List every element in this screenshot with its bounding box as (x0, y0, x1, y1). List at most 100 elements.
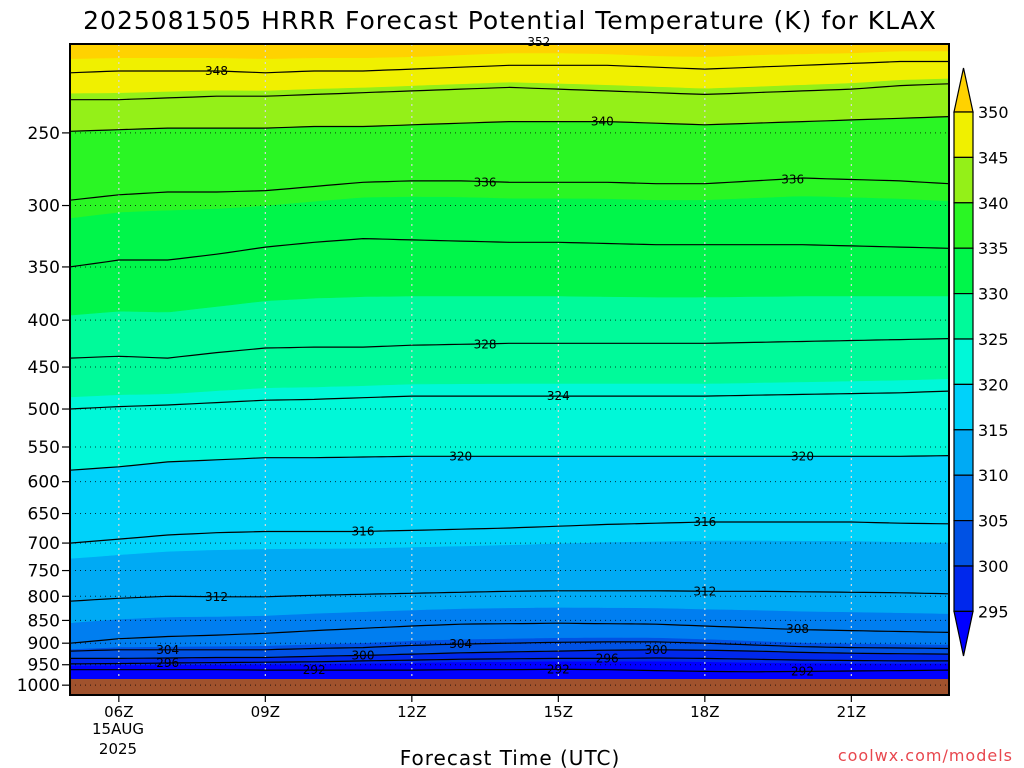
contour-label-text: 316 (352, 525, 375, 539)
contour-label: 312 (205, 590, 228, 604)
y-tick-label: 250 (28, 124, 60, 144)
isentrope-contours (70, 44, 949, 673)
chart-title: 2025081505 HRRR Forecast Potential Tempe… (83, 6, 937, 35)
colorbar-segment (953, 156, 974, 204)
y-tick-label: 750 (28, 562, 60, 582)
contour-label-text: 336 (474, 175, 497, 189)
contour-label: 308 (786, 622, 809, 636)
contour-label-text: 296 (156, 656, 179, 670)
colorbar-tick-label: 310 (978, 466, 1009, 485)
contour-label: 348 (205, 64, 228, 78)
contour-label-text: 296 (596, 651, 619, 665)
colorbar: 350 345 340 335 330 325 320 315 310 305 300 295 (953, 67, 1009, 657)
colorbar-tick-label: 330 (978, 285, 1009, 304)
colorbar-tick-label: 325 (978, 330, 1009, 349)
colorbar-tick-label: 305 (978, 512, 1009, 531)
isentrope-344 (70, 83, 949, 101)
isentrope-324 (70, 390, 949, 410)
contour-label-text: 320 (791, 449, 814, 463)
isentrope-328 (70, 338, 949, 359)
colorbar-bottom-arrow (953, 610, 974, 657)
grid-lines (70, 44, 949, 686)
colorbar-segment (953, 293, 974, 340)
contour-label-text: 336 (781, 172, 804, 186)
contour-label-text: 340 (591, 115, 614, 129)
colorbar-tick-label: 335 (978, 239, 1009, 258)
plot-frame (69, 43, 950, 696)
contour-label: 300 (645, 643, 668, 657)
contour-label: 340 (591, 115, 614, 129)
isentrope-300 (70, 649, 949, 659)
contour-label: 336 (781, 172, 804, 186)
x-tick-label: 18Z (690, 703, 719, 721)
contour-label: 324 (547, 389, 570, 403)
y-tick-label: 550 (28, 438, 60, 458)
credit-text: coolwx.com/models (838, 746, 1013, 765)
contour-label-text: 316 (693, 515, 716, 529)
contour-labels: 352 348 340 336 336 328 324 320 320 316 316 312 312 3… (156, 35, 814, 678)
colorbar-tick-label: 350 (978, 103, 1009, 122)
colorbar-segment (953, 383, 974, 431)
y-tick-label: 350 (28, 258, 60, 278)
contour-label: 352 (527, 35, 550, 49)
isentrope-332 (70, 237, 949, 268)
x-tick-label: 15Z (544, 703, 573, 721)
contour-label: 304 (449, 637, 472, 651)
x-tick-label: 12Z (397, 703, 426, 721)
isentrope-316 (70, 521, 949, 544)
contour-label-text: 308 (786, 622, 809, 636)
contour-label-text: 348 (205, 64, 228, 78)
y-tick-label: 500 (28, 400, 60, 420)
contour-label-text: 304 (156, 643, 179, 657)
temperature-bands (70, 44, 949, 695)
contour-label: 292 (303, 663, 326, 677)
contour-label-text: 300 (645, 643, 668, 657)
y-tick-label: 300 (28, 197, 60, 217)
contour-label-text: 292 (791, 664, 814, 678)
x-date-label-year: 2025 (99, 740, 137, 758)
colorbar-segment (953, 111, 974, 159)
colorbar-segment (953, 474, 974, 522)
surface-strip (70, 679, 949, 695)
y-tick-label: 700 (28, 534, 60, 554)
surface-ground (70, 679, 949, 695)
contour-label: 304 (156, 643, 179, 657)
colorbar-segment (953, 202, 974, 249)
contour-label: 312 (693, 584, 716, 598)
colorbar-tick-label: 300 (978, 557, 1009, 576)
temperature-band (70, 44, 949, 59)
isentrope-308 (70, 622, 949, 644)
contour-label-text: 292 (547, 662, 570, 676)
isentrope-312 (70, 590, 949, 602)
y-tick-label: 450 (28, 358, 60, 378)
contour-label-text: 300 (352, 648, 375, 662)
contour-label-text: 320 (449, 449, 472, 463)
y-tick-label: 800 (28, 587, 60, 607)
contour-label: 292 (547, 662, 570, 676)
x-date-label-day: 15AUG (92, 720, 144, 738)
contour-label: 336 (474, 175, 497, 189)
contour-label: 296 (596, 651, 619, 665)
y-tick-label: 850 (28, 611, 60, 631)
contour-label: 292 (791, 664, 814, 678)
contour-label-text: 312 (693, 584, 716, 598)
contour-label-text: 304 (449, 637, 472, 651)
temperature-band (70, 295, 949, 398)
contour-label: 316 (693, 515, 716, 529)
colorbar-segment (953, 247, 974, 295)
contour-label-text: 328 (474, 337, 497, 351)
colorbar-segment (953, 519, 974, 567)
x-tick-label: 09Z (251, 703, 280, 721)
isentrope-292 (70, 668, 949, 673)
colorbar-segment (953, 565, 974, 613)
colorbar-tick-label: 345 (978, 148, 1009, 167)
contour-label: 296 (156, 656, 179, 670)
y-tick-label: 600 (28, 473, 60, 493)
x-tick-label: 06Z (104, 703, 133, 721)
contour-label-text: 352 (527, 35, 550, 49)
colorbar-segment (953, 338, 974, 386)
isentrope-336 (70, 177, 949, 201)
contour-label-text: 292 (303, 663, 326, 677)
x-tick-label: 21Z (837, 703, 866, 721)
